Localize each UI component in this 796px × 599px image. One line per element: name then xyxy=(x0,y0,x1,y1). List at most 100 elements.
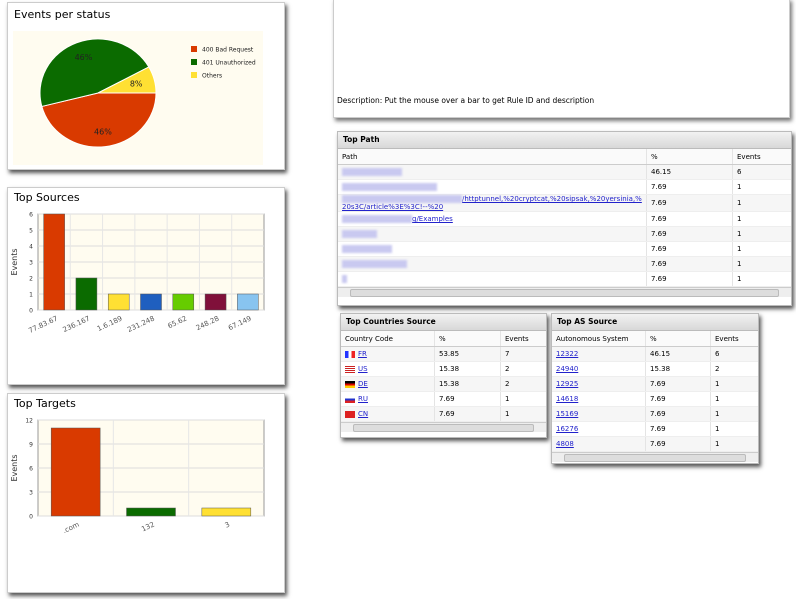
legend-label: 401 Unauthorized xyxy=(202,60,256,67)
pie-slice xyxy=(39,38,150,108)
table: Autonomous System% Events 12322 46.15 6 24940… xyxy=(552,331,758,452)
table-cell: 12322 xyxy=(552,346,646,362)
y-axis-label: Events xyxy=(10,454,19,481)
x-tick-label: 65.62 xyxy=(167,315,189,331)
table-cell: 7.69 xyxy=(646,256,733,272)
cell-link[interactable]: CN xyxy=(358,410,369,418)
top-path-table: Top Path Path% Events 46.15 6 7.69 1/httptunne… xyxy=(337,131,792,306)
cell-link[interactable]: 4808 xyxy=(556,440,574,448)
bar xyxy=(75,277,98,311)
cell-link[interactable]: 16276 xyxy=(556,425,579,433)
pie-chart: Events per status 46% 46% 8% 400 Bad Request… xyxy=(13,8,263,165)
table-row: 4808 7.69 1 xyxy=(552,436,758,452)
legend-label: Others xyxy=(202,73,222,80)
x-tick-label: 77.83.67 xyxy=(27,315,59,335)
table-cell: 1 xyxy=(710,376,758,392)
table-row: DE 15.38 2 xyxy=(341,376,546,392)
slice-label: 46% xyxy=(75,53,93,62)
table-cell: 7.69 xyxy=(645,436,711,452)
chart-title: Top Sources xyxy=(13,191,80,204)
column-header: % xyxy=(434,331,501,347)
redacted xyxy=(342,183,437,191)
table-cell: 7.69 xyxy=(646,211,733,227)
table-cell: 1 xyxy=(710,406,758,422)
bar xyxy=(204,293,227,311)
table-cell: 7.69 xyxy=(646,179,733,195)
scrollbar xyxy=(338,287,791,297)
bar xyxy=(50,427,101,517)
cell-link[interactable]: 24940 xyxy=(556,365,579,373)
sources-panel: Top Sources 0 1 2 3 4 5 6 Events 77.83.67 236.167 1… xyxy=(7,187,285,385)
table-cell: 14618 xyxy=(552,391,646,407)
table-cell: 7.69 xyxy=(646,226,733,242)
table-row: g/Examples 7.69 1 xyxy=(338,211,791,227)
table-cell: 1 xyxy=(500,406,546,422)
x-tick-label: 3 xyxy=(224,521,231,530)
bar-chart: Top Targets 0 3 6 9 12 Events .com 132 3 xyxy=(10,397,265,535)
table-cell: /httptunnel,%20cryptcat,%20sipsak,%20yer… xyxy=(338,194,647,212)
status-panel: Events per status 46% 46% 8% 400 Bad Request… xyxy=(7,2,285,170)
bar xyxy=(107,293,130,311)
redacted xyxy=(342,215,412,223)
column-header: Path xyxy=(338,149,647,165)
table-cell: 1 xyxy=(732,211,791,227)
cell-link[interactable]: 15169 xyxy=(556,410,579,418)
table-row: 12322 46.15 6 xyxy=(552,346,758,362)
table-cell: 1 xyxy=(710,436,758,452)
flag-icon xyxy=(345,350,355,358)
table-row: US 15.38 2 xyxy=(341,361,546,377)
table-row: 24940 15.38 2 xyxy=(552,361,758,377)
legend-swatch xyxy=(191,59,197,65)
y-tick-label: 6 xyxy=(29,212,33,219)
x-tick-label: 67.149 xyxy=(227,315,253,333)
table-cell: 1 xyxy=(732,179,791,195)
cell-link[interactable]: 12925 xyxy=(556,380,579,388)
table-row: 7.69 1 xyxy=(338,241,791,257)
table-cell: 2 xyxy=(500,361,546,377)
redacted xyxy=(342,168,402,176)
table-cell xyxy=(338,179,647,195)
bar xyxy=(172,293,195,311)
top-as-table: Top AS Source Autonomous System% Events 123… xyxy=(551,313,759,464)
table-cell: 15169 xyxy=(552,406,646,422)
table-row: 16276 7.69 1 xyxy=(552,421,758,437)
path-link[interactable]: /httptunnel,%20cryptcat,%20sipsak,%20yer… xyxy=(342,195,642,211)
table-cell: 1 xyxy=(732,226,791,242)
x-tick-label: 236.167 xyxy=(62,315,92,334)
table-row: 7.69 1 xyxy=(338,271,791,287)
table-cell: RU xyxy=(341,391,435,407)
legend-swatch xyxy=(191,72,197,78)
table-cell: 7.69 xyxy=(645,376,711,392)
bar xyxy=(43,213,65,311)
x-tick-label: 1.6.189 xyxy=(96,315,124,334)
path-link[interactable]: g/Examples xyxy=(412,215,453,223)
cell-link[interactable]: 14618 xyxy=(556,395,579,403)
table-row: 7.69 1 xyxy=(338,256,791,272)
cell-link[interactable]: FR xyxy=(358,350,367,358)
redacted xyxy=(342,260,407,268)
table-row: 7.69 1 xyxy=(338,226,791,242)
table-cell: 2 xyxy=(500,376,546,392)
cell-link[interactable]: US xyxy=(358,365,368,373)
table-cell: g/Examples xyxy=(338,211,647,227)
flag-icon xyxy=(345,365,355,373)
table-cell: 7.69 xyxy=(645,421,711,437)
table-cell: 1 xyxy=(710,421,758,437)
table-cell: US xyxy=(341,361,435,377)
table-cell: 46.15 xyxy=(646,164,733,180)
slice-label: 8% xyxy=(130,79,143,88)
table-cell: 15.38 xyxy=(434,376,501,392)
table-row: 7.69 1 xyxy=(338,179,791,195)
table-cell: 1 xyxy=(500,391,546,407)
table-cell: 53.85 xyxy=(434,346,501,362)
cell-link[interactable]: DE xyxy=(358,380,368,388)
cell-link[interactable]: RU xyxy=(358,395,368,403)
cell-link[interactable]: 12322 xyxy=(556,350,579,358)
table-row: /httptunnel,%20cryptcat,%20sipsak,%20yer… xyxy=(338,194,791,212)
description-box: Description: Put the mouse over a bar to… xyxy=(333,0,790,118)
table: Path% Events 46.15 6 7.69 1/httptunnel,%20cry… xyxy=(338,149,791,287)
table-row: RU 7.69 1 xyxy=(341,391,546,407)
bar xyxy=(237,293,259,311)
table-cell: 16276 xyxy=(552,421,646,437)
pie-slice xyxy=(97,66,157,94)
